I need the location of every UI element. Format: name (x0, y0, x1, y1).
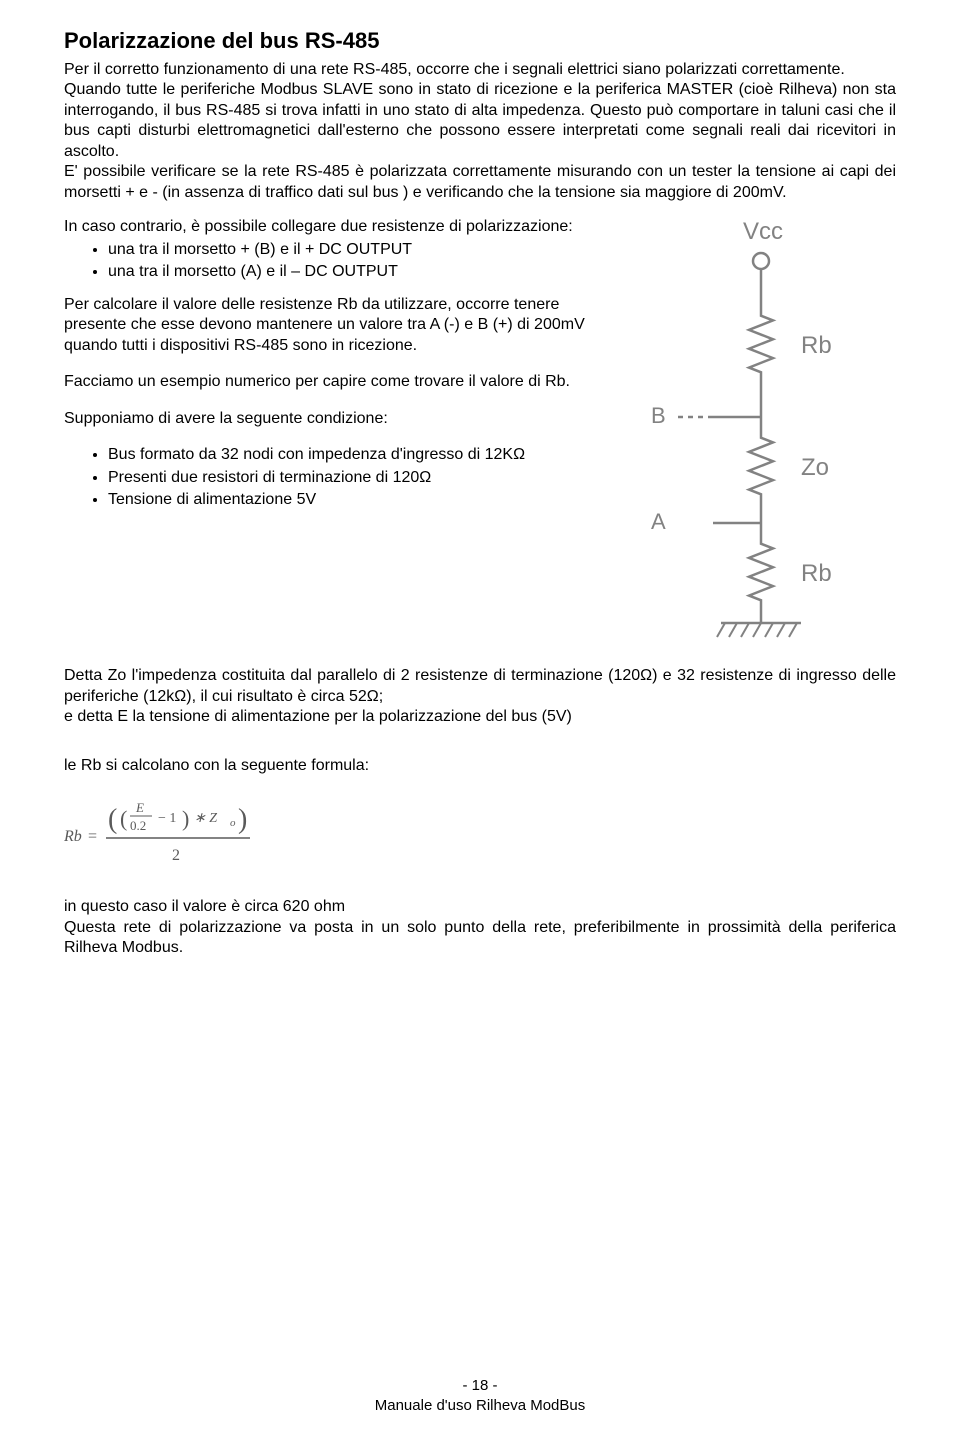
svg-text:o: o (230, 817, 236, 829)
circuit-svg: Vcc Rb B Zo A Rb (606, 217, 896, 647)
svg-text:): ) (238, 804, 247, 835)
calc-para: Per calcolare il valore delle resistenze… (64, 295, 598, 356)
svg-text:Zo: Zo (801, 454, 829, 481)
list-item: Bus formato da 32 nodi con impedenza d'i… (108, 445, 598, 465)
svg-text:− 1: − 1 (158, 811, 176, 826)
svg-text:E: E (135, 800, 144, 815)
circuit-diagram: Vcc Rb B Zo A Rb (606, 217, 896, 652)
zo-para-2: e detta E la tensione di alimentazione p… (64, 707, 896, 727)
list-item: Tensione di alimentazione 5V (108, 490, 598, 510)
page-footer: - 18 - Manuale d'uso Rilheva ModBus (0, 1376, 960, 1415)
svg-text:(: ( (120, 806, 127, 831)
svg-text:Vcc: Vcc (743, 218, 783, 245)
svg-text:B: B (651, 403, 666, 428)
polarization-list: una tra il morsetto + (B) e il + DC OUTP… (64, 240, 598, 283)
svg-text:Rb: Rb (64, 828, 82, 845)
example-para: Facciamo un esempio numerico per capire … (64, 372, 598, 392)
zo-para-1: Detta Zo l'impedenza costituita dal para… (64, 666, 896, 707)
intro-para-1: Per il corretto funzionamento di una ret… (64, 60, 896, 80)
polarization-intro: In caso contrario, è possibile collegare… (64, 217, 598, 237)
svg-text:(: ( (108, 804, 117, 835)
list-item: una tra il morsetto + (B) e il + DC OUTP… (108, 240, 598, 260)
suppose-para: Supponiamo di avere la seguente condizio… (64, 409, 598, 429)
svg-text:A: A (651, 509, 666, 534)
intro-para-3: E' possibile verificare se la rete RS-48… (64, 162, 896, 203)
list-item: una tra il morsetto (A) e il – DC OUTPUT (108, 262, 598, 282)
formula-svg: Rb = 2 () ( E 0.2 − 1) ∗ Z o (64, 794, 284, 874)
svg-text:2: 2 (172, 847, 180, 864)
formula-block: Rb = 2 () ( E 0.2 − 1) ∗ Z o (64, 794, 896, 879)
intro-para-2: Quando tutte le periferiche Modbus SLAVE… (64, 80, 896, 162)
conclusion-2: Questa rete di polarizzazione va posta i… (64, 918, 896, 959)
formula-intro: le Rb si calcolano con la seguente formu… (64, 756, 896, 776)
conclusion-1: in questo caso il valore è circa 620 ohm (64, 897, 896, 917)
page-number: - 18 - (0, 1376, 960, 1396)
list-item: Presenti due resistori di terminazione d… (108, 468, 598, 488)
svg-text:0.2: 0.2 (130, 818, 146, 833)
svg-text:Rb: Rb (801, 560, 832, 587)
svg-text:): ) (182, 806, 189, 831)
page-title: Polarizzazione del bus RS-485 (64, 28, 896, 54)
left-column: In caso contrario, è possibile collegare… (64, 217, 598, 522)
svg-text:=: = (88, 828, 97, 845)
svg-text:∗ Z: ∗ Z (194, 811, 217, 826)
conditions-list: Bus formato da 32 nodi con impedenza d'i… (64, 445, 598, 510)
manual-title: Manuale d'uso Rilheva ModBus (0, 1396, 960, 1416)
svg-text:Rb: Rb (801, 332, 832, 359)
